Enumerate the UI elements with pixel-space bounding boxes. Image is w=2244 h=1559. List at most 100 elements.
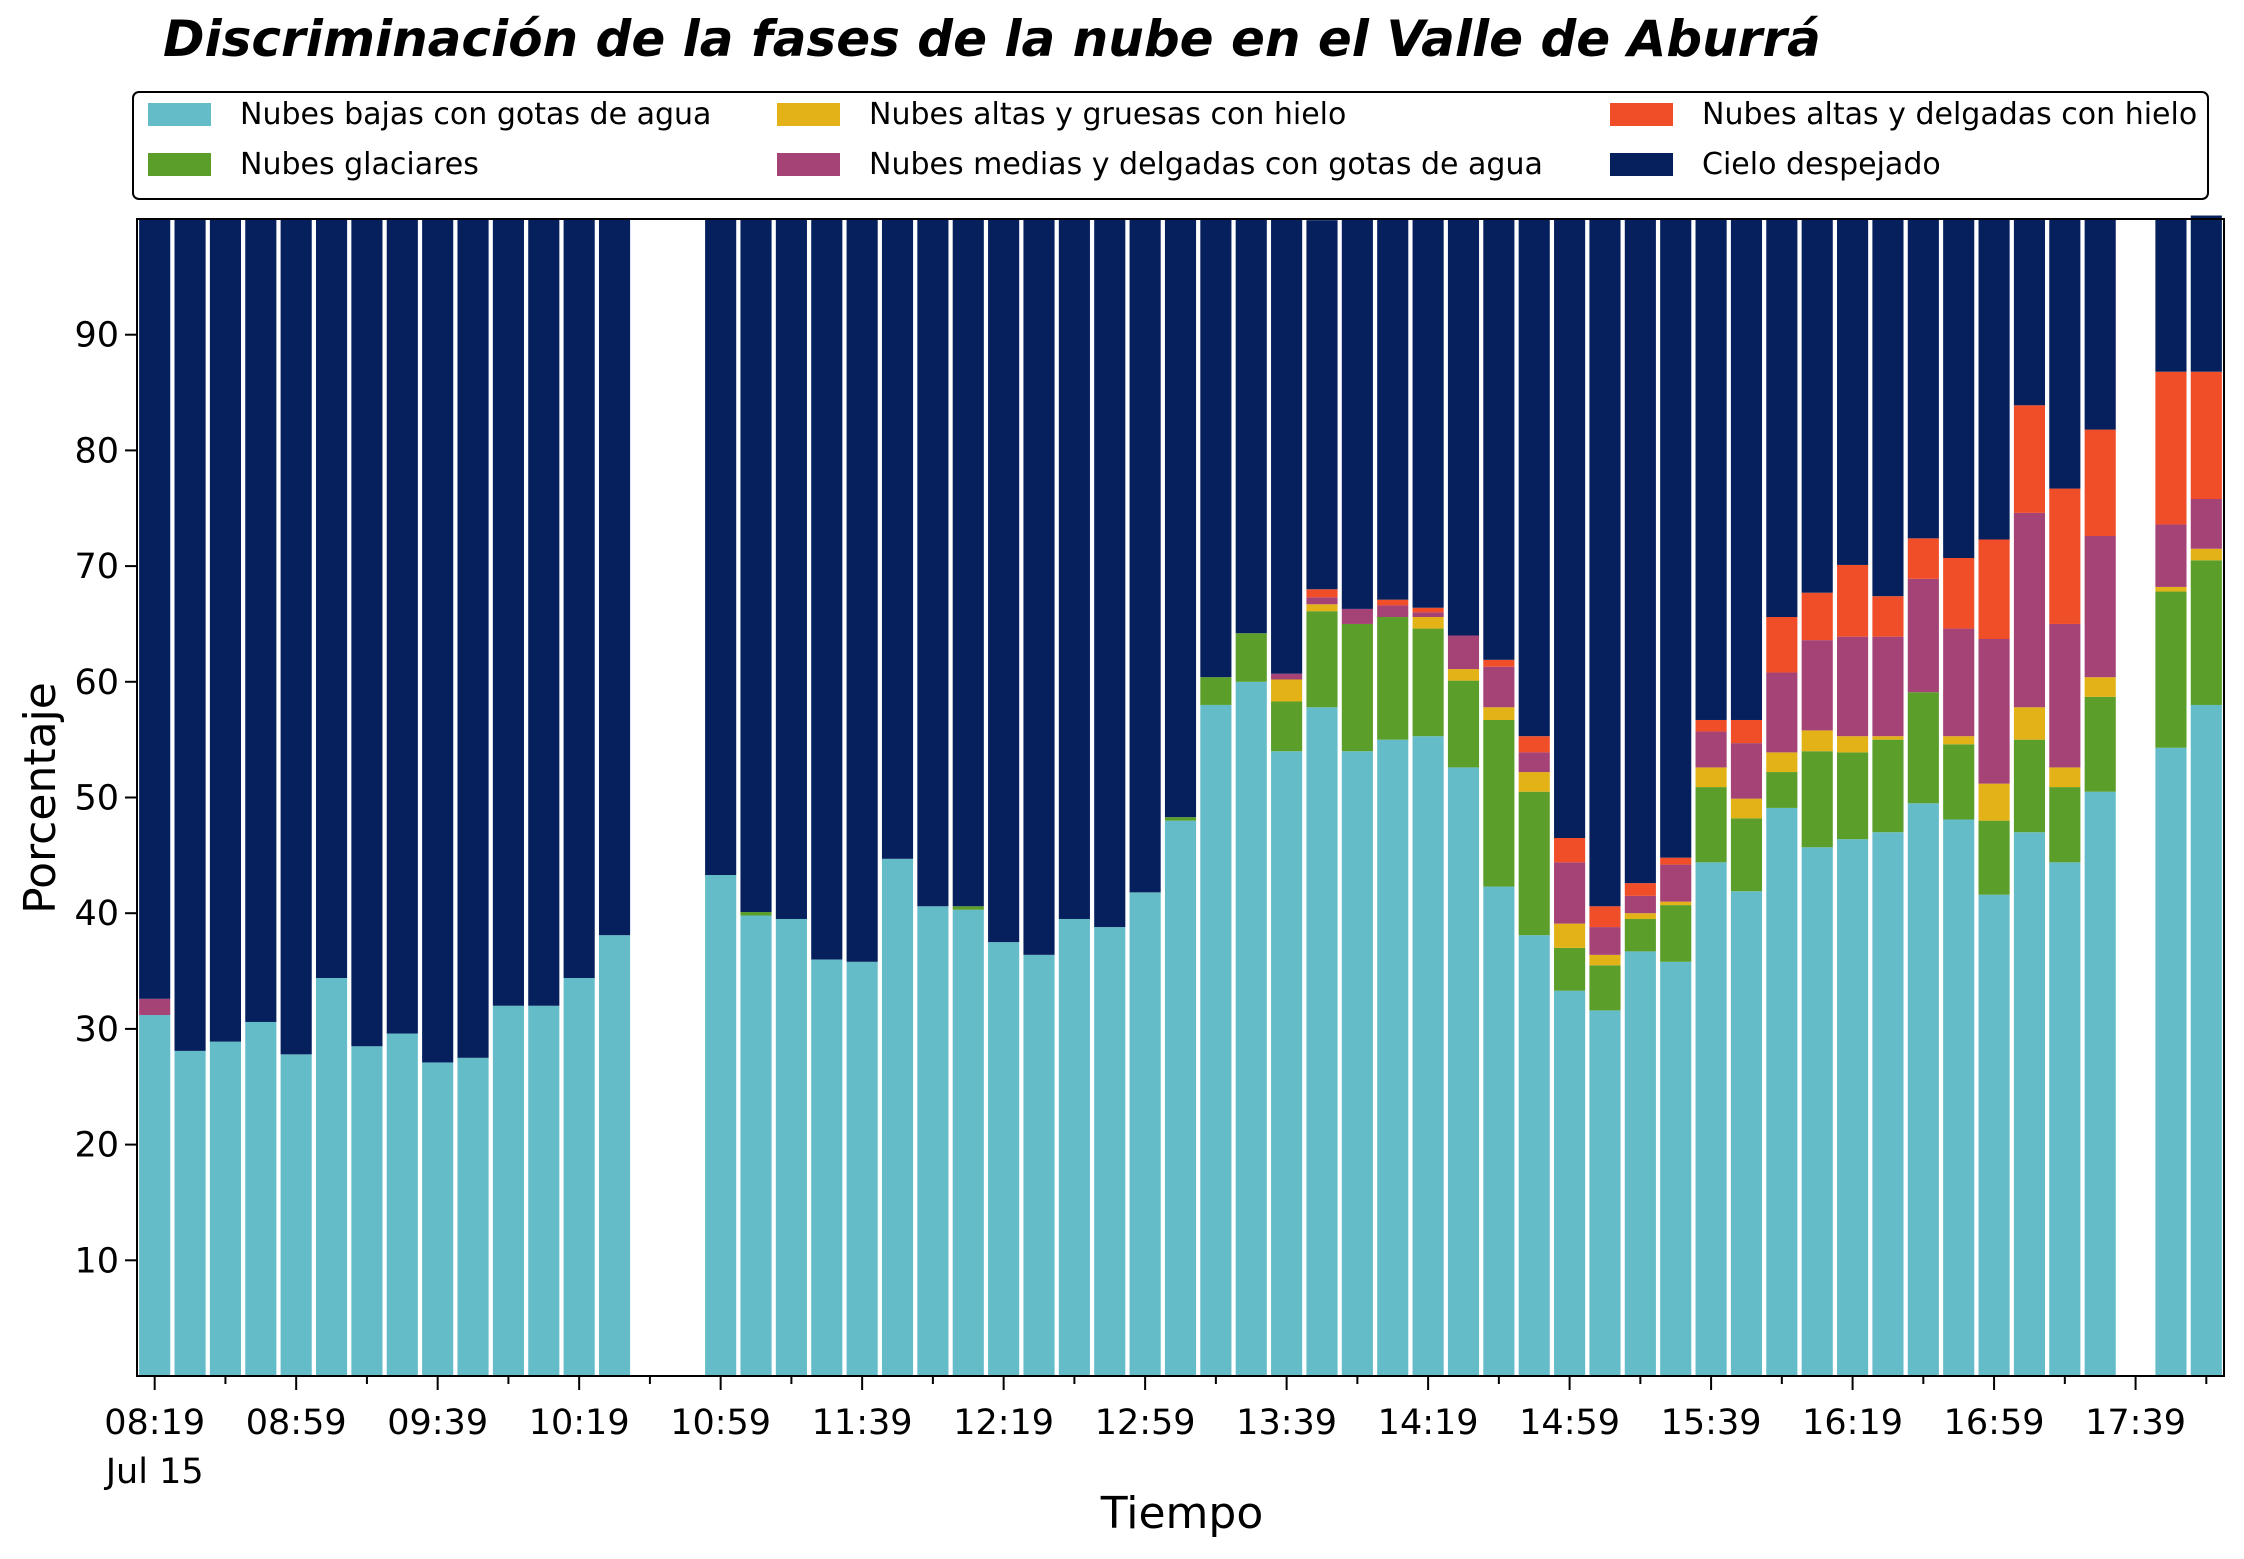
bar-segment-17:49-s3	[2155, 524, 2187, 587]
bar-segment-11:59-s0	[917, 906, 949, 1376]
bar-segment-14:59-s1	[1554, 947, 1586, 991]
bar-segment-15:29-s3	[1660, 864, 1692, 902]
bar-segment-15:09-s2	[1589, 954, 1621, 966]
bar-segment-10:19-s5	[563, 219, 595, 978]
bar-segment-14:09-s1	[1377, 617, 1409, 740]
bar-segment-10:29-s0	[598, 935, 631, 1376]
legend-label: Nubes glaciares	[240, 147, 479, 182]
bar-segment-15:59-s1	[1766, 772, 1798, 808]
x-tick-label: 08:59	[246, 1403, 347, 1443]
bar-segment-08:59-s5	[280, 219, 312, 1055]
bar-segment-17:29-s3	[2084, 536, 2116, 678]
y-tick-label: 70	[74, 547, 119, 587]
bar-segment-15:09-s0	[1589, 1010, 1621, 1376]
bar-segment-09:59-s0	[492, 1005, 524, 1376]
bar-segment-14:39-s4	[1483, 659, 1515, 667]
bar-segment-15:59-s4	[1766, 617, 1798, 673]
bar-segment-15:19-s2	[1624, 913, 1656, 919]
bar-segment-13:49-s2	[1306, 604, 1338, 612]
bar-segment-14:19-s0	[1412, 736, 1444, 1376]
bar-segment-12:39-s0	[1058, 918, 1090, 1376]
bar-segment-17:19-s3	[2049, 623, 2081, 768]
y-axis-label: Porcentaje	[15, 682, 66, 914]
bar-segment-08:49-s0	[245, 1021, 277, 1376]
bar-segment-13:49-s3	[1306, 597, 1338, 605]
bar-segment-15:29-s5	[1660, 219, 1692, 858]
bar-segment-09:39-s0	[422, 1062, 454, 1376]
bar-segment-17:59-s4	[2190, 371, 2222, 499]
bar-segment-16:09-s5	[1801, 219, 1833, 593]
bar-segment-13:19-s1	[1200, 677, 1232, 705]
y-tick-label: 50	[74, 779, 119, 819]
legend-frame	[132, 91, 2209, 200]
x-tick-label: 11:39	[812, 1403, 913, 1443]
bar-segment-11:29-s5	[811, 219, 843, 960]
bar-segment-08:39-s0	[209, 1041, 241, 1376]
bar-segment-17:09-s0	[2013, 832, 2046, 1376]
bar-segment-17:29-s4	[2084, 429, 2116, 537]
bar-segment-15:49-s3	[1730, 743, 1763, 799]
bar-segment-15:09-s3	[1589, 927, 1621, 955]
bar-segment-12:19-s0	[988, 942, 1020, 1377]
bar-segment-15:59-s0	[1766, 807, 1798, 1376]
bar-segment-15:19-s1	[1624, 918, 1656, 952]
chart-title: Discriminación de la fases de la nube en…	[163, 10, 1821, 68]
bar-segment-12:49-s5	[1094, 219, 1126, 928]
bar-segment-16:59-s4	[1978, 539, 2010, 639]
legend-label: Nubes bajas con gotas de agua	[240, 97, 711, 132]
bar-segment-17:49-s2	[2155, 586, 2187, 592]
bar-segment-11:49-s0	[881, 858, 914, 1376]
bar-segment-15:39-s3	[1695, 731, 1727, 768]
plot-area: 10 20 30 40 50 60 70 80 90 08:19 08:59 09:39 10:19 1…	[74, 215, 2225, 1492]
bar-segment-16:29-s2	[1872, 736, 1904, 740]
bar-segment-14:39-s2	[1483, 707, 1515, 720]
x-tick-label: 16:59	[1944, 1403, 2045, 1443]
bar-segment-15:49-s5	[1730, 219, 1763, 720]
bar-segment-08:49-s5	[245, 219, 277, 1022]
bar-segment-14:49-s4	[1518, 736, 1550, 753]
bar-segment-11:19-s5	[775, 219, 807, 919]
bar-segment-16:09-s4	[1801, 592, 1833, 641]
bar-segment-08:59-s0	[280, 1054, 312, 1376]
bar-segment-13:49-s4	[1306, 589, 1338, 598]
x-tick-label: 13:39	[1236, 1403, 1337, 1443]
bar-segment-16:39-s1	[1907, 692, 1939, 804]
legend-swatch	[777, 103, 840, 126]
bar-segment-15:29-s0	[1660, 961, 1692, 1376]
legend-swatch	[1610, 103, 1673, 126]
bar-segment-14:49-s3	[1518, 752, 1550, 773]
bar-segment-15:39-s2	[1695, 767, 1727, 788]
bar-segment-13:39-s1	[1271, 701, 1303, 752]
bar-segment-15:49-s1	[1730, 818, 1763, 892]
bar-segment-13:39-s2	[1271, 679, 1303, 702]
bar-segment-15:59-s5	[1766, 219, 1798, 618]
bar-segment-12:09-s5	[952, 219, 984, 907]
bar-segment-17:59-s0	[2190, 704, 2222, 1376]
bar-segment-15:29-s1	[1660, 905, 1692, 962]
bar-segment-15:49-s0	[1730, 891, 1763, 1376]
bar-segment-17:19-s2	[2049, 767, 2081, 788]
bar-segment-17:59-s2	[2190, 548, 2222, 561]
bar-segment-11:09-s0	[740, 915, 772, 1376]
bar-segment-16:09-s3	[1801, 640, 1833, 731]
bar-segment-16:49-s3	[1943, 628, 1975, 737]
bar-segment-16:29-s0	[1872, 832, 1904, 1376]
bar-segment-16:59-s0	[1978, 894, 2010, 1376]
x-tick-label: 12:59	[1095, 1403, 1196, 1443]
bar-segment-17:49-s4	[2155, 371, 2187, 525]
bar-segment-14:19-s3	[1412, 612, 1444, 618]
bar-segment-13:19-s0	[1200, 704, 1232, 1376]
bar-segment-09:29-s5	[386, 219, 418, 1034]
bar-segment-13:59-s5	[1341, 219, 1373, 609]
bar-segment-17:49-s0	[2155, 747, 2187, 1376]
x-tick-sublabel: Jul 15	[104, 1452, 204, 1492]
bar-segment-17:09-s1	[2013, 739, 2046, 833]
bar-segment-14:09-s4	[1377, 599, 1409, 606]
bar-segment-17:29-s0	[2084, 791, 2116, 1376]
bar-segment-16:19-s2	[1837, 736, 1869, 753]
bar-segment-14:29-s2	[1447, 669, 1480, 681]
bar-segment-12:19-s5	[988, 219, 1020, 943]
bar-segment-15:39-s5	[1695, 219, 1727, 720]
legend-swatch	[148, 103, 211, 126]
